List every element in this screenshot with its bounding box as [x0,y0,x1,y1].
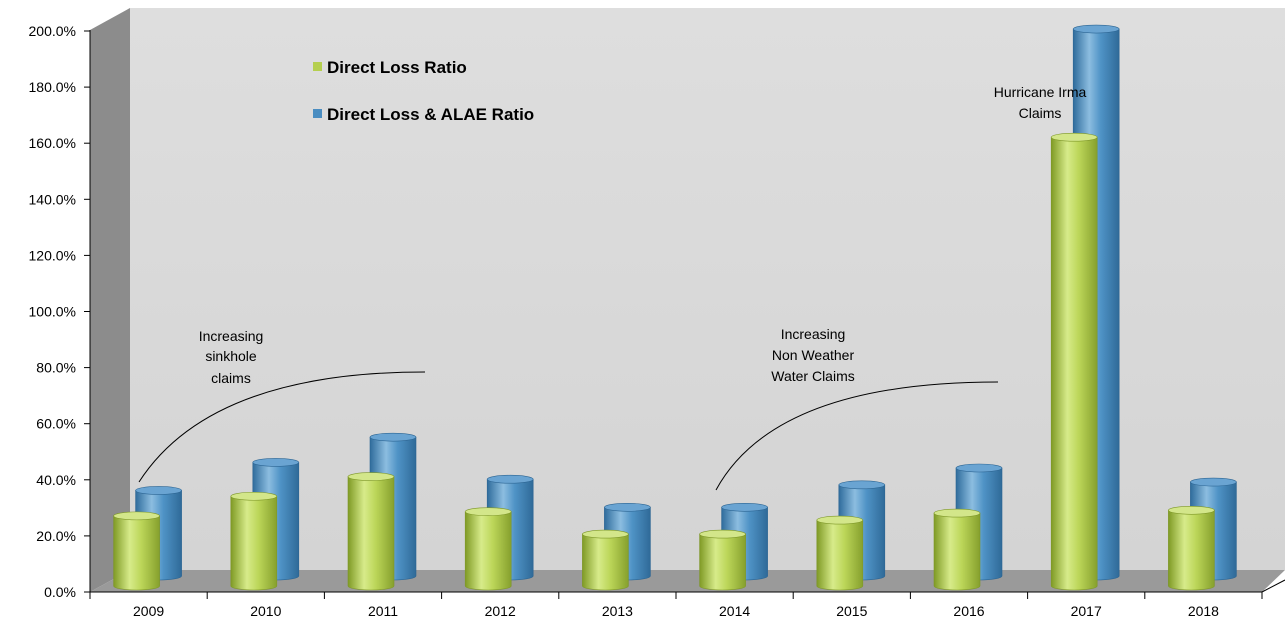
annotation-water-line-3: Water Claims [771,368,855,384]
bar-direct-loss-ratio [1050,132,1098,591]
y-tick-label: 20.0% [36,528,76,544]
annotation-sinkhole-line-2: sinkhole [205,348,257,364]
x-tick-label: 2016 [953,603,984,619]
annotation-irma: Hurricane Irma Claims [994,84,1087,121]
bar-direct-loss-ratio [699,529,746,591]
x-tick-label: 2014 [719,603,750,619]
bar-direct-loss-ratio [933,508,981,591]
annotation-water-claims: Increasing Non Weather Water Claims [715,326,999,491]
bar-direct-loss-ratio [230,491,278,591]
x-tick-label: 2011 [368,603,398,619]
x-tick-label: 2018 [1188,603,1219,619]
legend-swatch-direct-loss-alae-ratio [313,109,322,118]
floor-right-edge [1261,579,1285,593]
annotation-sinkhole: Increasing sinkhole claims [138,328,426,483]
legend-label-direct-loss-ratio: Direct Loss Ratio [327,58,467,77]
legend: Direct Loss Ratio Direct Loss & ALAE Rat… [313,58,534,124]
annotation-water-line-1: Increasing [781,326,846,342]
y-tick-label: 180.0% [29,79,76,95]
bar-direct-loss-ratio [1168,505,1215,591]
legend-swatch-direct-loss-ratio [313,62,322,71]
y-tick-label: 0.0% [44,584,76,600]
x-tick-label: 2017 [1071,603,1102,619]
x-tick-label: 2015 [836,603,867,619]
x-tick-label: 2013 [602,603,633,619]
x-tick-label: 2012 [485,603,516,619]
annotation-sinkhole-line-1: Increasing [199,328,264,344]
y-tick-label: 140.0% [29,191,76,207]
x-axis-ticks: 2009 2010 2011 2012 2013 2014 2015 2016 2017 2018 [89,592,1263,619]
bar-direct-loss-ratio [816,515,864,591]
bar-direct-loss-ratio [113,511,160,591]
annotation-irma-line-2: Claims [1019,105,1062,121]
annotation-sinkhole-arc [138,371,426,483]
y-tick-label: 60.0% [36,416,76,432]
bar-direct-loss-ratio [582,529,629,591]
y-tick-label: 40.0% [36,472,76,488]
annotation-water-line-2: Non Weather [772,347,855,363]
y-tick-label: 200.0% [29,23,76,39]
side-wall [90,8,130,592]
bar-series [113,24,1237,591]
y-tick-label: 80.0% [36,360,76,376]
y-tick-label: 160.0% [29,135,76,151]
annotation-water-arc [715,381,999,491]
legend-label-direct-loss-alae-ratio: Direct Loss & ALAE Ratio [327,105,534,124]
bar-direct-loss-ratio [464,507,512,591]
x-tick-label: 2010 [250,603,281,619]
bar-direct-loss-ratio [347,472,395,591]
y-tick-label: 120.0% [29,247,76,263]
annotation-irma-line-1: Hurricane Irma [994,84,1087,100]
annotation-sinkhole-line-3: claims [211,370,251,386]
y-axis-ticks: 0.0% 20.0% 40.0% 60.0% 80.0% 100.0% 120.0% 140.… [29,23,90,600]
y-tick-label: 100.0% [29,304,76,320]
x-tick-label: 2009 [133,603,164,619]
